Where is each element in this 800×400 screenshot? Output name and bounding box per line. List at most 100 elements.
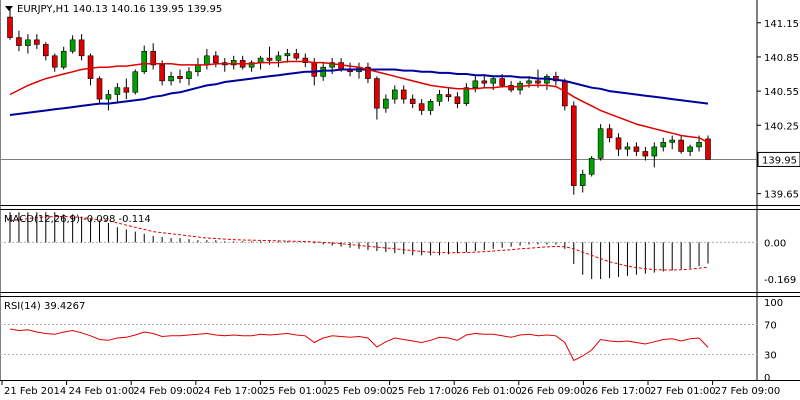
candle xyxy=(284,48,291,63)
macd-tick-label: -0.169 xyxy=(764,275,796,286)
price-moving-averages xyxy=(9,60,709,144)
rsi-tick-label: 30 xyxy=(764,351,777,362)
candle-body xyxy=(696,142,702,148)
candle-body xyxy=(177,76,183,79)
rsi-tick-label: 100 xyxy=(764,298,783,309)
candle-body xyxy=(114,87,121,95)
candle-body xyxy=(213,55,219,63)
candle xyxy=(374,76,380,120)
candle-body xyxy=(293,53,300,59)
time-tick-label: 26 Feb 17:00 xyxy=(585,386,651,397)
candle xyxy=(687,144,693,157)
candle xyxy=(248,60,255,72)
candle xyxy=(705,135,711,160)
candle-body xyxy=(562,80,568,107)
candle-body xyxy=(302,57,309,63)
ma-fast-line xyxy=(9,60,709,144)
candle xyxy=(678,135,684,154)
candle-body xyxy=(427,101,434,111)
candle-body xyxy=(472,80,479,88)
candle xyxy=(34,34,40,49)
candle xyxy=(275,51,282,68)
candle-body xyxy=(705,138,711,160)
candle-body xyxy=(383,98,389,109)
candle-body xyxy=(248,62,255,68)
candle xyxy=(562,78,568,111)
candle-body xyxy=(651,146,658,157)
candle xyxy=(87,53,94,86)
candle-body xyxy=(597,128,604,159)
candle xyxy=(669,135,676,150)
candle-body xyxy=(338,62,344,70)
candle xyxy=(481,74,488,88)
price-tick-label: 140.85 xyxy=(764,53,799,64)
candle-body xyxy=(159,64,165,82)
candle-body xyxy=(508,85,514,91)
candle xyxy=(7,7,13,40)
time-tick-label: 26 Feb 09:00 xyxy=(521,386,587,397)
candle xyxy=(230,55,237,70)
candle-body xyxy=(624,146,631,150)
candle xyxy=(606,124,613,143)
ma-slow-line xyxy=(9,68,709,116)
candle-body xyxy=(78,39,85,57)
price-title: EURJPY,H1 140.13 140.16 139.95 139.95 xyxy=(17,4,222,15)
candle-body xyxy=(284,53,291,57)
candle-body xyxy=(526,80,532,84)
candle xyxy=(293,48,300,61)
rsi-panel: 100 70 30 0 xyxy=(0,298,783,384)
candle-body xyxy=(579,173,586,186)
candle xyxy=(633,142,640,157)
candle-body xyxy=(195,64,201,73)
candle-body xyxy=(669,139,676,143)
candle-body xyxy=(436,94,443,102)
candle-body xyxy=(25,39,31,46)
candle xyxy=(365,62,371,84)
candle-body xyxy=(615,137,622,150)
candle xyxy=(418,99,425,116)
current-price-box xyxy=(757,151,800,167)
candle-body xyxy=(400,89,407,100)
candle xyxy=(51,53,58,72)
candle xyxy=(123,78,130,100)
candle xyxy=(383,94,389,113)
candle xyxy=(96,76,103,103)
candle-body xyxy=(51,55,58,68)
time-tick-label: 27 Feb 01:00 xyxy=(650,386,716,397)
macd-panel: 0.00 -0.169 xyxy=(0,212,796,286)
candle-body xyxy=(481,80,488,84)
candle-body xyxy=(391,89,398,100)
candle xyxy=(391,85,398,104)
candle-body xyxy=(365,66,371,79)
rsi-title: RSI(14) 39.4267 xyxy=(4,301,85,312)
candle xyxy=(427,99,434,116)
candle-body xyxy=(141,50,148,73)
rsi-panel-header: RSI(14) 39.4267 xyxy=(4,301,85,312)
macd-panel-header: MACD(12,26,9) -0.098 -0.114 xyxy=(4,214,151,225)
candle-body xyxy=(7,16,13,38)
candle-body xyxy=(96,78,103,100)
dropdown-triangle-icon[interactable] xyxy=(5,6,13,11)
candle-body xyxy=(633,146,640,152)
candle-body xyxy=(123,87,130,93)
time-tick-label: 24 Feb 01:00 xyxy=(69,386,135,397)
candle-body xyxy=(409,98,416,104)
candle-body xyxy=(204,55,210,66)
candle xyxy=(588,156,595,177)
rsi-line xyxy=(9,328,709,362)
candle-body xyxy=(418,103,425,111)
candle-body xyxy=(374,78,380,109)
time-tick-label: 24 Feb 17:00 xyxy=(198,386,264,397)
candle-body xyxy=(186,71,192,79)
candle-body xyxy=(687,146,693,152)
candle-body xyxy=(266,57,273,61)
candle-body xyxy=(16,37,22,46)
rsi-tick-label: 0 xyxy=(764,373,770,384)
candle xyxy=(436,89,443,106)
candle-body xyxy=(132,71,139,93)
candle xyxy=(660,137,667,152)
time-tick-label: 24 Feb 09:00 xyxy=(133,386,199,397)
